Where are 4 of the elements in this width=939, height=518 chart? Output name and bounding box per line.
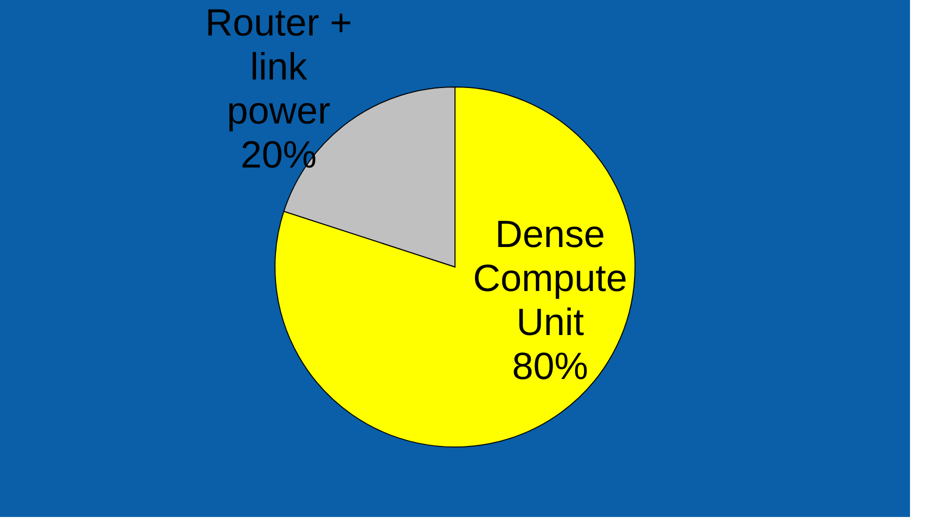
slice-label: Dense Compute Unit	[473, 214, 628, 344]
data-label: 20%	[240, 134, 317, 176]
data-label: 80%	[512, 346, 588, 388]
slice-label: Router + link power	[205, 2, 352, 132]
